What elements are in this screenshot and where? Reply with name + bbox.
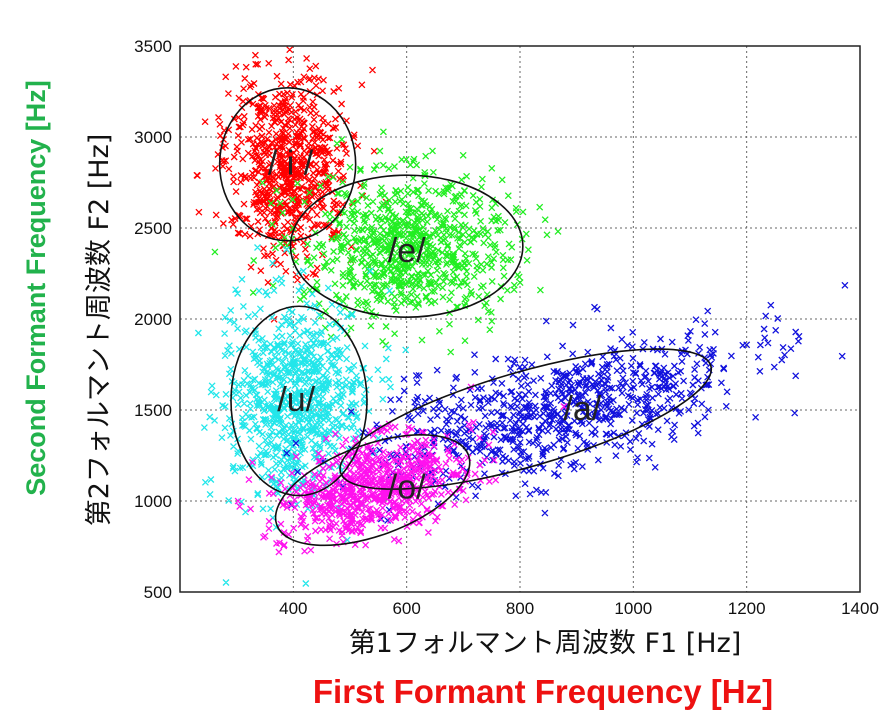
series-e [211, 128, 562, 356]
y-tick-label: 3500 [134, 37, 172, 56]
cluster-ellipse [230, 305, 368, 497]
y-axis-label: 第2フォルマント周波数 F2 [Hz] [84, 134, 115, 527]
x-tick-labels: 400 600 800 1000 1200 1400 [279, 599, 879, 618]
y-tick-label: 2500 [134, 219, 172, 238]
cluster-ellipse [274, 434, 471, 547]
series-a [283, 281, 849, 524]
x-tick-label: 400 [279, 599, 307, 618]
scatter-markers [234, 383, 568, 556]
series-u [194, 244, 410, 587]
y-tick-label: 3000 [134, 128, 172, 147]
x-axis-label: 第1フォルマント周波数 F1 [Hz] [349, 628, 742, 659]
x-axis-label-english: First Formant Frequency [Hz] [313, 673, 773, 710]
vowel-label: /o/ [388, 468, 426, 506]
vowel-label: /a/ [563, 390, 601, 428]
y-tick-label: 1000 [134, 492, 172, 511]
cluster-ellipses [218, 87, 713, 547]
y-tick-label: 1500 [134, 401, 172, 420]
vowel-labels: / i / /e/ /u/ /a/ /o/ [268, 144, 602, 506]
x-tick-label: 1200 [728, 599, 766, 618]
x-tick-label: 1000 [614, 599, 652, 618]
x-tick-label: 600 [392, 599, 420, 618]
vowel-label: / i / [268, 144, 314, 182]
cluster-ellipse [339, 348, 713, 490]
scatter-markers [194, 244, 410, 587]
plot-area-frame [179, 45, 861, 593]
y-tick-labels: 500 1000 1500 2000 2500 3000 3500 [134, 37, 172, 602]
y-axis-label-english: Second Formant Frequency [Hz] [21, 80, 51, 496]
y-tick-label: 500 [144, 583, 172, 602]
x-tick-label: 1400 [841, 599, 879, 618]
y-tick-label: 2000 [134, 310, 172, 329]
data-points [193, 46, 849, 587]
scatter-markers [193, 46, 390, 323]
vowel-label: /e/ [388, 232, 426, 270]
scatter-markers [283, 281, 849, 524]
series-o [234, 383, 568, 556]
series-i [193, 46, 390, 323]
cluster-ellipse [289, 174, 524, 318]
cluster-ellipse [218, 87, 357, 242]
vowel-label: /u/ [277, 381, 315, 419]
x-tick-label: 800 [506, 599, 534, 618]
scatter-markers [211, 128, 562, 356]
